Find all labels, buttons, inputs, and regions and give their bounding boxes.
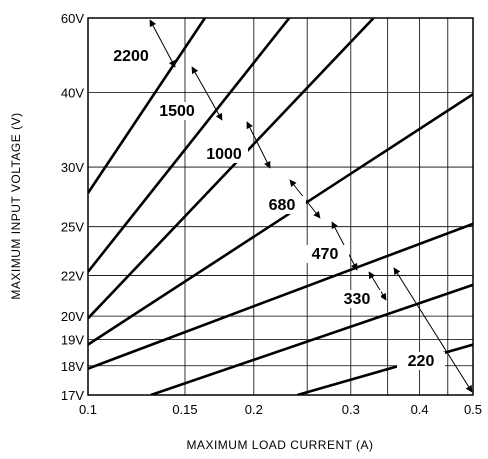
dimension-arrow — [246, 121, 271, 169]
curve-label-bg — [107, 47, 155, 65]
x-axis-title: MAXIMUM LOAD CURRENT (A) — [186, 438, 373, 452]
curve-1000 — [88, 18, 375, 320]
y-tick-label: 25V — [61, 220, 84, 235]
curve-1500 — [88, 18, 291, 273]
curve-label-bg — [333, 290, 381, 308]
curve-680 — [88, 93, 473, 346]
tick-labels: 0.1 0.15 0.2 0.3 0.4 0.5 17V 18V 19V 20V 22V 25V 30V… — [61, 11, 482, 417]
arrows — [149, 19, 473, 393]
y-tick-label: 18V — [61, 359, 84, 374]
x-tick-label: 0.5 — [464, 402, 482, 417]
curve-label-bg — [301, 245, 349, 263]
curve-label-bg — [153, 102, 201, 120]
x-tick-label: 0.1 — [79, 402, 97, 417]
curve-label-bg — [397, 352, 445, 370]
y-tick-label: 19V — [61, 333, 84, 348]
dimension-arrow — [368, 271, 387, 301]
curve-label-1500: 1500 — [159, 103, 195, 120]
y-tick-label: 22V — [61, 268, 84, 283]
dimension-arrow — [149, 19, 176, 68]
curve-label-220: 220 — [408, 353, 435, 370]
curve-label-680: 680 — [269, 197, 296, 214]
curve-label-bg — [258, 196, 306, 214]
y-tick-label: 30V — [61, 160, 84, 175]
x-tick-label: 0.2 — [245, 402, 263, 417]
y-tick-label: 20V — [61, 309, 84, 324]
y-tick-label: 60V — [61, 11, 84, 26]
y-tick-label: 40V — [61, 86, 84, 101]
x-tick-label: 0.4 — [411, 402, 429, 417]
x-tick-label: 0.3 — [342, 402, 360, 417]
plot-frame — [87, 17, 474, 396]
curve-labels: 2200 1500 1000 680 470 330 220 — [107, 47, 445, 370]
curve-label-470: 470 — [312, 246, 339, 263]
curve-label-bg — [200, 145, 248, 163]
dimension-arrow — [393, 267, 473, 393]
dimension-arrow — [191, 66, 223, 121]
y-tick-label: 17V — [61, 388, 84, 403]
curve-label-1000: 1000 — [206, 146, 242, 163]
x-tick-label: 0.15 — [172, 402, 197, 417]
y-axis-title: MAXIMUM INPUT VOLTAGE (V) — [9, 112, 23, 299]
curve-470 — [88, 222, 473, 370]
curve-2200 — [88, 18, 206, 194]
curve-label-330: 330 — [344, 291, 371, 308]
curve-label-2200: 2200 — [113, 48, 149, 65]
